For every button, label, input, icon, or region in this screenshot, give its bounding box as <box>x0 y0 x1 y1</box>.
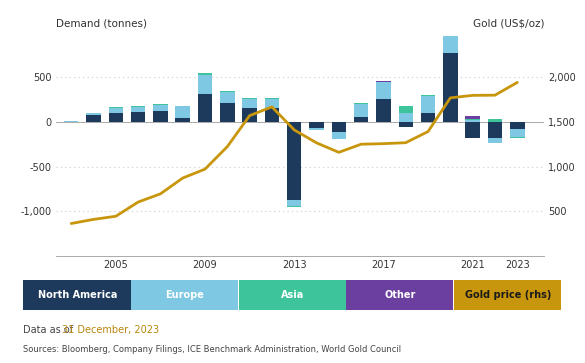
Bar <box>198 94 212 122</box>
Bar <box>131 112 145 122</box>
Bar <box>510 129 525 137</box>
Bar <box>421 95 435 113</box>
Bar <box>510 122 525 129</box>
Bar <box>354 117 369 122</box>
Bar <box>398 114 413 122</box>
Text: 31 December, 2023: 31 December, 2023 <box>62 325 159 335</box>
Bar <box>309 128 324 130</box>
Bar <box>488 138 503 143</box>
Text: Sources: Bloomberg, Company Filings, ICE Benchmark Administration, World Gold Co: Sources: Bloomberg, Company Filings, ICE… <box>23 345 401 354</box>
Bar <box>466 119 480 121</box>
Bar <box>242 98 257 99</box>
Bar <box>220 93 235 103</box>
Bar <box>242 108 257 122</box>
Bar <box>398 106 413 114</box>
Bar <box>398 122 413 127</box>
Bar <box>242 99 257 108</box>
Bar <box>220 103 235 122</box>
Bar <box>443 36 457 53</box>
Bar <box>86 115 101 122</box>
Text: Data as of: Data as of <box>23 325 77 335</box>
Text: Demand (tonnes): Demand (tonnes) <box>56 18 147 28</box>
Bar <box>287 122 301 200</box>
Bar <box>220 91 235 93</box>
Bar <box>488 119 503 122</box>
Text: Other: Other <box>384 290 416 300</box>
Bar <box>332 132 346 139</box>
Bar <box>376 99 391 122</box>
Bar <box>86 113 101 115</box>
Bar <box>309 122 324 128</box>
Bar <box>153 105 168 111</box>
Text: North America: North America <box>37 290 117 300</box>
Text: Gold (US$/oz): Gold (US$/oz) <box>473 18 544 28</box>
Bar <box>466 116 480 119</box>
Bar <box>264 98 279 99</box>
Bar <box>198 73 212 75</box>
Bar <box>109 108 123 113</box>
Bar <box>198 75 212 94</box>
Bar <box>131 106 145 107</box>
Bar <box>264 108 279 122</box>
Bar <box>376 82 391 99</box>
Text: Gold price (rhs): Gold price (rhs) <box>464 290 551 300</box>
Bar <box>488 122 503 138</box>
Bar <box>176 118 190 122</box>
Bar <box>354 104 369 117</box>
Bar <box>443 53 457 122</box>
Bar <box>109 107 123 108</box>
Bar <box>466 121 480 122</box>
Bar <box>332 122 346 132</box>
Bar <box>153 111 168 122</box>
Bar <box>510 137 525 138</box>
Text: Europe: Europe <box>166 290 204 300</box>
Bar <box>287 206 301 207</box>
Bar <box>421 113 435 122</box>
Bar <box>131 107 145 112</box>
Bar <box>287 200 301 206</box>
Bar <box>176 106 190 118</box>
Bar <box>109 113 123 122</box>
Bar <box>466 122 480 139</box>
Text: Asia: Asia <box>281 290 304 300</box>
Bar <box>264 99 279 108</box>
